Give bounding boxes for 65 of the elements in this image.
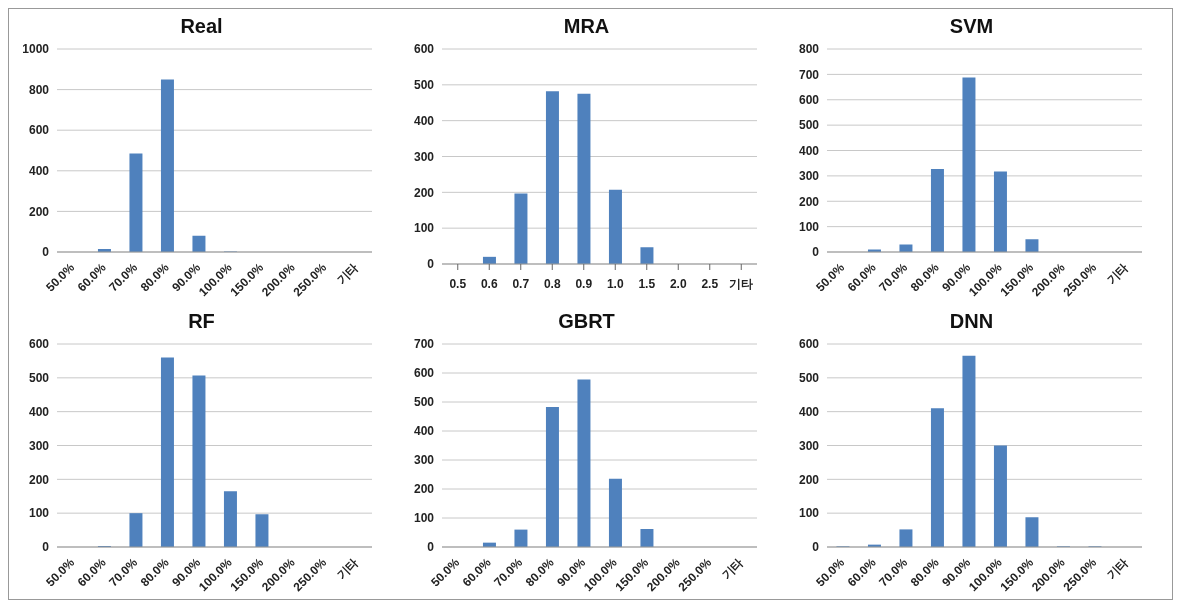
y-tick-label: 300 [413,149,435,164]
y-tick-label: 800 [798,42,820,57]
y-tick-label: 0 [427,257,435,272]
y-tick-label: 100 [28,506,50,521]
x-tick-label: 0.7 [512,277,530,291]
y-tick-label: 200 [798,194,820,209]
y-tick-label: 400 [413,424,435,439]
y-tick-label: 400 [413,113,435,128]
y-tick-label: 0 [812,245,820,260]
y-tick-label: 300 [798,169,820,184]
x-tick-label: 0.8 [543,277,561,291]
x-tick-label: 기타 [1103,260,1131,288]
y-tick-label: 600 [413,366,435,381]
y-tick-label: 400 [798,404,820,419]
y-tick-label: 200 [28,204,50,219]
x-tick-label: 1.5 [638,277,656,291]
y-tick-label: 400 [28,164,50,179]
x-tick-label: 기타 [1103,555,1131,583]
x-tick-label: 0.9 [575,277,593,291]
y-tick-label: 200 [413,482,435,497]
chart-title: DNN [948,309,995,334]
y-tick-label: 600 [798,93,820,108]
chart-title: Real [179,14,224,39]
x-tick-label: 1.0 [606,277,624,291]
y-tick-label: 100 [413,511,435,526]
y-tick-label: 100 [798,219,820,234]
y-tick-label: 1000 [22,42,50,57]
x-tick-label: 기타 [333,260,361,288]
x-tick-label: 2.5 [701,277,719,291]
y-tick-label: 700 [798,67,820,82]
y-tick-label: 300 [28,438,50,453]
y-tick-label: 600 [798,337,820,352]
y-tick-label: 500 [798,371,820,386]
y-tick-label: 600 [28,337,50,352]
y-tick-label: 300 [413,453,435,468]
y-tick-label: 200 [798,472,820,487]
y-tick-label: 0 [812,540,820,555]
y-tick-label: 200 [28,472,50,487]
chart-title: SVM [948,14,995,39]
y-tick-label: 500 [798,118,820,133]
y-tick-label: 300 [798,438,820,453]
x-tick-label: 2.0 [669,277,687,291]
x-tick-label: 기타 [729,277,754,291]
x-tick-label: 0.6 [480,277,498,291]
y-tick-label: 500 [28,371,50,386]
y-tick-label: 500 [413,78,435,93]
y-tick-label: 700 [413,337,435,352]
y-tick-label: 0 [42,245,50,260]
x-tick-label: 기타 [333,555,361,583]
y-tick-label: 200 [413,185,435,200]
y-tick-label: 400 [28,404,50,419]
y-tick-label: 0 [42,540,50,555]
y-tick-label: 600 [413,42,435,57]
y-tick-label: 100 [798,506,820,521]
y-tick-label: 100 [413,221,435,236]
chart-title: GBRT [557,309,616,334]
x-tick-label: 기타 [718,555,746,583]
chart-title: RF [187,309,216,334]
y-tick-label: 0 [427,540,435,555]
y-tick-label: 500 [413,395,435,410]
y-tick-label: 800 [28,82,50,97]
chart-title: MRA [562,14,611,39]
y-tick-label: 400 [798,143,820,158]
y-tick-label: 600 [28,123,50,138]
x-tick-label: 0.5 [449,277,467,291]
